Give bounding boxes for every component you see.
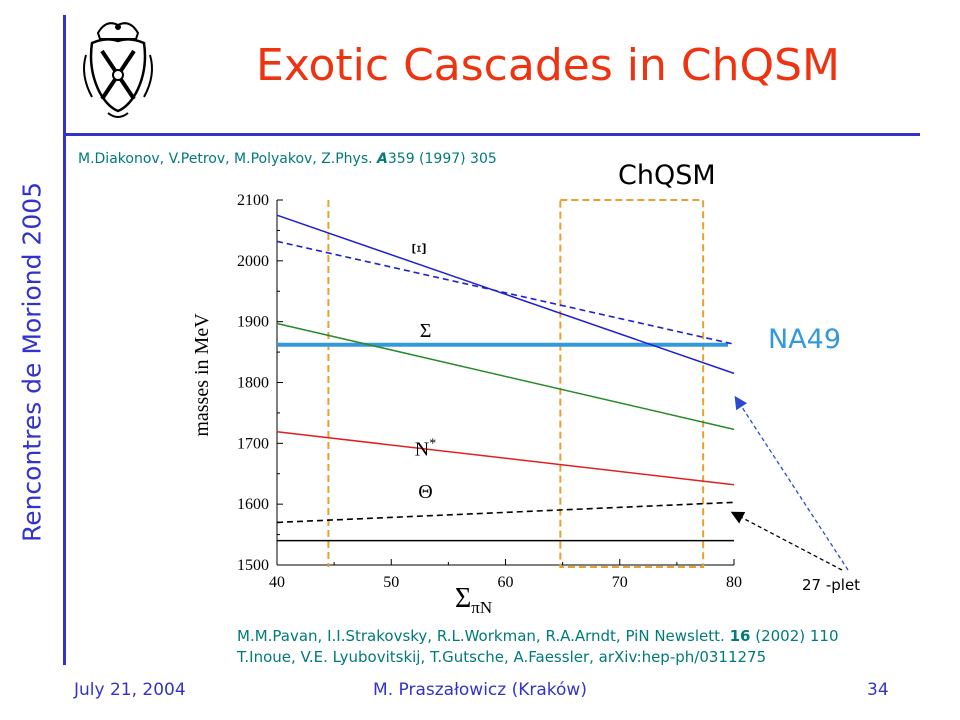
x-tick-label: 80: [726, 574, 742, 591]
series-line-dashed: [276, 501, 735, 524]
x-tick-label: 60: [498, 574, 514, 591]
y-tick-label: 2100: [237, 192, 269, 209]
series-label: N*: [415, 437, 436, 461]
x-axis-label: ΣπN: [455, 583, 492, 617]
na49-arrow: [734, 395, 849, 571]
x-tick-label: 40: [269, 574, 285, 591]
y-tick-label: 1500: [237, 557, 269, 574]
footer-page-number: 34: [867, 680, 889, 700]
series-line: [276, 431, 735, 486]
x-axis-label-sub: πN: [471, 598, 492, 617]
header-divider-line: [63, 133, 920, 136]
footer-author: M. Praszałowicz (Kraków): [373, 680, 587, 700]
reference-pavan: M.M.Pavan, I.I.Strakovsky, R.L.Workman, …: [237, 626, 839, 647]
slide-title: Exotic Cascades in ChQSM: [256, 40, 840, 91]
series-line: [276, 322, 735, 431]
series-label: Σ: [420, 320, 432, 342]
university-crest-icon: [83, 22, 153, 118]
sigma-range-box: [559, 199, 705, 568]
reference-diakonov: M.Diakonov, V.Petrov, M.Polyakov, Z.Phys…: [78, 151, 497, 167]
references-bottom: M.M.Pavan, I.I.Strakovsky, R.L.Workman, …: [237, 626, 839, 668]
reference-text: (2002) 110: [750, 627, 839, 645]
chqsm-label: ChQSM: [618, 160, 716, 191]
series-line-dashed: [276, 240, 735, 345]
reference-volume: 16: [729, 627, 751, 645]
reference-text: 359 (1997) 305: [387, 151, 497, 167]
27-plet-arrow: [730, 511, 843, 571]
y-tick-label: 2000: [237, 253, 269, 270]
series-line: [276, 214, 735, 375]
y-axis-label: masses in MeV: [191, 313, 213, 437]
left-border-line: [63, 15, 66, 665]
y-tick-label: 1700: [237, 435, 269, 452]
na49-label: NA49: [768, 324, 842, 355]
footer-date: July 21, 2004: [74, 680, 186, 700]
27-plet-label: 27 -plet: [802, 576, 861, 594]
series-label: Ξ: [409, 242, 431, 255]
y-tick-label: 1800: [237, 375, 269, 392]
reference-text: M.M.Pavan, I.I.Strakovsky, R.L.Workman, …: [237, 627, 730, 645]
x-tick-label: 50: [383, 574, 399, 591]
reference-text: M.Diakonov, V.Petrov, M.Polyakov, Z.Phys…: [78, 151, 378, 167]
x-axis-label-main: Σ: [455, 583, 471, 614]
reference-volume-letter: A: [377, 151, 388, 167]
series-label: Θ: [418, 481, 432, 503]
y-tick-label: 1900: [237, 314, 269, 331]
x-tick-label: 70: [612, 574, 628, 591]
y-tick-label: 1600: [237, 496, 269, 513]
reference-inoue: T.Inoue, V.E. Lyubovitskij, T.Gutsche, A…: [237, 648, 767, 666]
